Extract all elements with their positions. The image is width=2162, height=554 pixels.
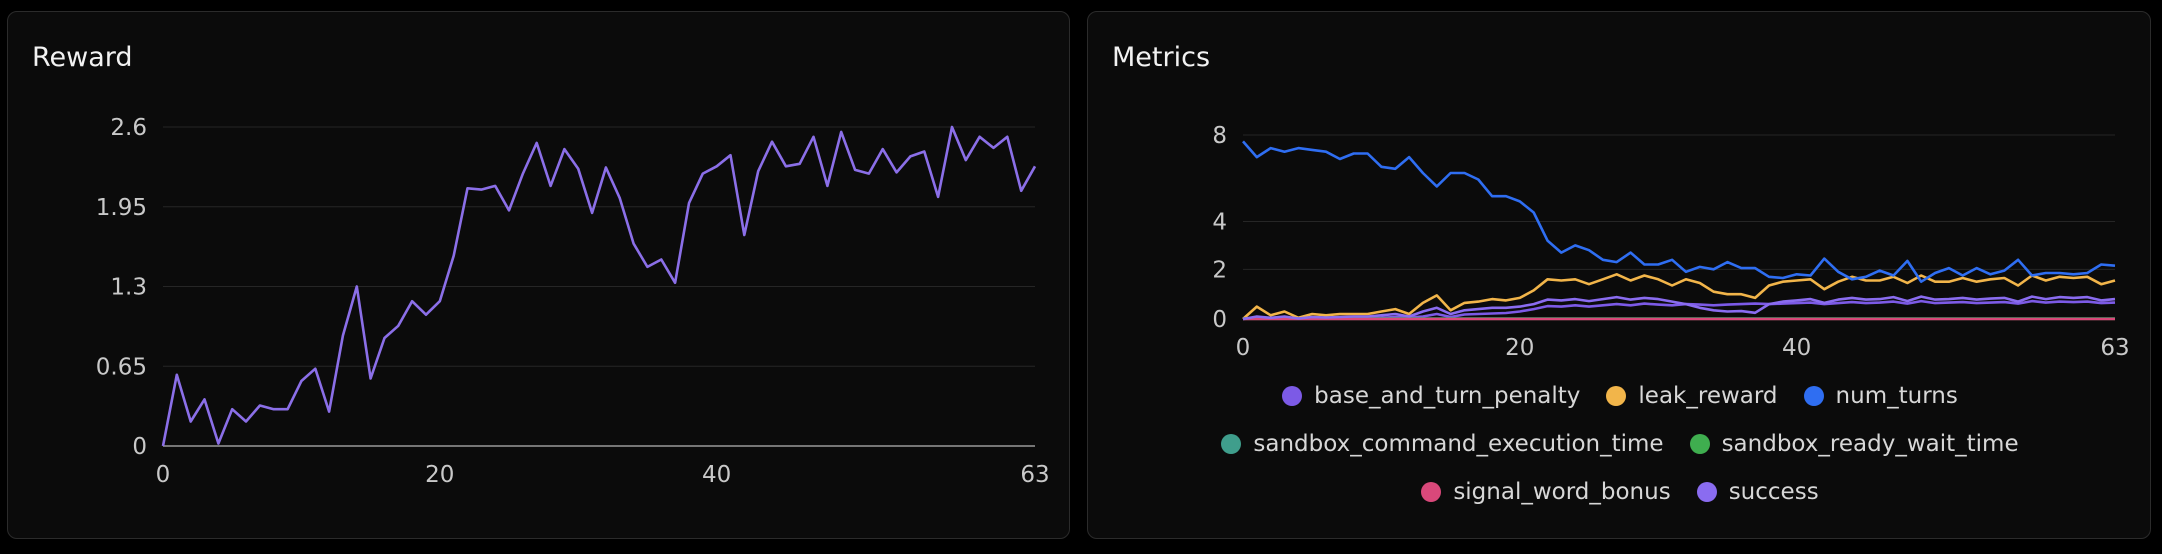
legend-swatch-icon	[1282, 386, 1303, 406]
metrics-y-tick-label: 0	[1212, 307, 1227, 333]
legend-swatch-icon	[1606, 386, 1627, 406]
legend-item-num-turns[interactable]: num_turns	[1803, 383, 1958, 409]
metrics-series-leak-reward	[1242, 272, 2116, 320]
metrics-series-num-turns	[1242, 140, 2116, 284]
reward-x-tick-label: 20	[425, 462, 454, 488]
reward-chart: 0 0.65 1.3 1.95 2.6 0 20 40 63	[96, 115, 1050, 488]
legend-swatch-icon	[1803, 386, 1824, 406]
metrics-chart-title: Metrics	[1112, 42, 1211, 73]
legend-item-success[interactable]: success	[1696, 479, 1819, 505]
reward-x-tick-label: 0	[156, 462, 171, 488]
legend-label: leak_reward	[1638, 383, 1778, 409]
reward-y-tick-label: 0	[132, 434, 147, 460]
legend-swatch-icon	[1421, 482, 1442, 502]
reward-series-line	[161, 125, 1037, 447]
metrics-y-tick-label: 4	[1212, 209, 1227, 235]
legend-item-base-and-turn-penalty[interactable]: base_and_turn_penalty	[1282, 383, 1580, 409]
metrics-x-tick-label: 40	[1782, 335, 1811, 361]
legend-label: success	[1728, 479, 1819, 505]
metrics-legend: base_and_turn_penalty leak_reward num_turn…	[1088, 372, 2152, 516]
legend-row: sandbox_command_execution_time sandbox_re…	[1088, 420, 2152, 468]
reward-chart-title: Reward	[32, 42, 133, 73]
metrics-x-tick-label: 63	[2100, 335, 2129, 361]
legend-row: signal_word_bonus success	[1088, 468, 2152, 516]
reward-y-tick-label: 0.65	[96, 354, 147, 380]
legend-swatch-icon	[1696, 482, 1717, 502]
legend-item-leak-reward[interactable]: leak_reward	[1606, 383, 1778, 409]
reward-y-tick-label: 2.6	[110, 115, 147, 141]
legend-label: base_and_turn_penalty	[1314, 383, 1581, 409]
metrics-panel: Metrics 0 2 4 8 0 20 40 63 base_and_turn_penalt…	[1087, 11, 2151, 539]
metrics-series-success	[1242, 295, 2116, 321]
legend-swatch-icon	[1221, 434, 1242, 454]
metrics-x-tick-label: 0	[1236, 335, 1251, 361]
reward-x-tick-label: 40	[702, 462, 731, 488]
reward-y-tick-label: 1.3	[110, 275, 147, 301]
legend-item-sandbox-command-execution-time[interactable]: sandbox_command_execution_time	[1221, 431, 1664, 457]
legend-item-sandbox-ready-wait-time[interactable]: sandbox_ready_wait_time	[1689, 431, 2019, 457]
legend-row: base_and_turn_penalty leak_reward num_turn…	[1088, 372, 2152, 420]
legend-label: num_turns	[1835, 383, 1958, 409]
legend-item-signal-word-bonus[interactable]: signal_word_bonus	[1421, 479, 1671, 505]
metrics-y-tick-label: 8	[1212, 123, 1227, 149]
reward-panel: Reward 0 0.65 1.3 1.95 2.6 0 20 40 63	[7, 11, 1070, 539]
legend-label: sandbox_ready_wait_time	[1721, 431, 2019, 457]
reward-y-tick-label: 1.95	[96, 195, 147, 221]
reward-x-tick-label: 63	[1020, 462, 1049, 488]
legend-label: sandbox_command_execution_time	[1253, 431, 1664, 457]
legend-swatch-icon	[1689, 434, 1710, 454]
metrics-x-tick-label: 20	[1505, 335, 1534, 361]
metrics-y-tick-label: 2	[1212, 257, 1227, 283]
metrics-chart: 0 2 4 8 0 20 40 63	[1212, 123, 2129, 361]
legend-label: signal_word_bonus	[1453, 479, 1671, 505]
